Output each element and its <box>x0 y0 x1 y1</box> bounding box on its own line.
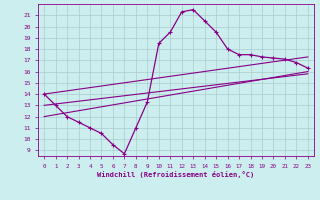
X-axis label: Windchill (Refroidissement éolien,°C): Windchill (Refroidissement éolien,°C) <box>97 171 255 178</box>
